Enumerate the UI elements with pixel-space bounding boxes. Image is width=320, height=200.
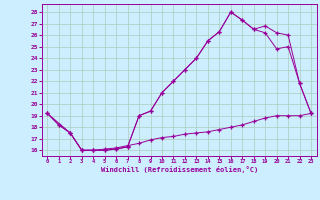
X-axis label: Windchill (Refroidissement éolien,°C): Windchill (Refroidissement éolien,°C): [100, 166, 258, 173]
